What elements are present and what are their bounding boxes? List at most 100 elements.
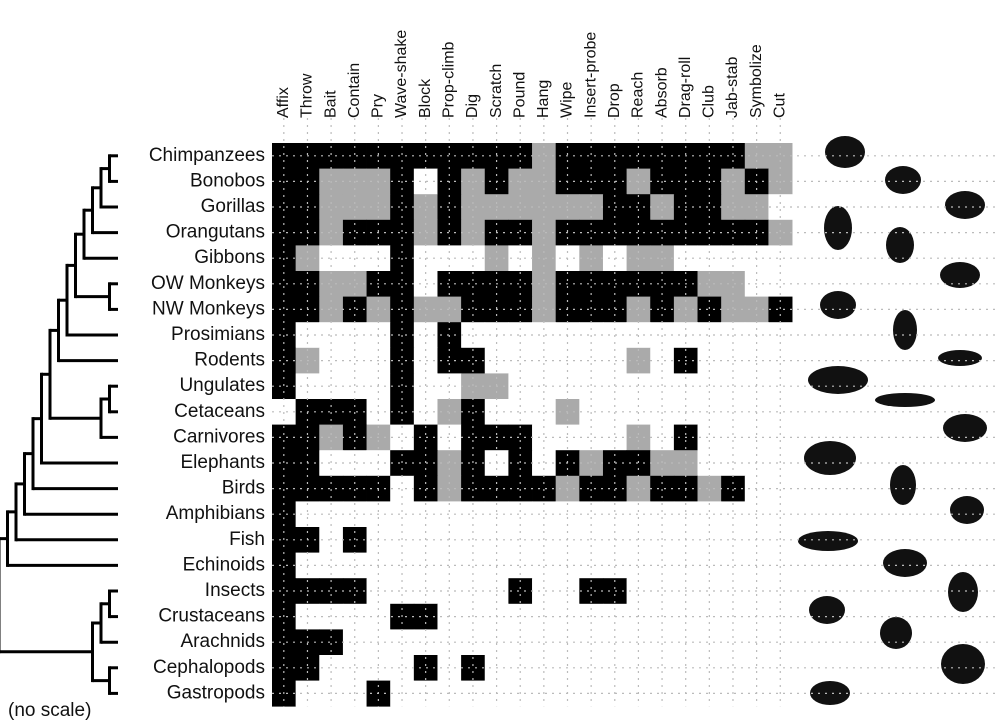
cell (342, 578, 367, 605)
cell (272, 578, 297, 605)
row-label: Bonobos (190, 170, 265, 191)
cell (319, 271, 344, 297)
silhouette (809, 596, 845, 624)
cell (390, 424, 415, 451)
cell (508, 194, 533, 221)
row-label: Ungulates (179, 375, 265, 396)
silhouette (808, 366, 868, 394)
cell (650, 578, 675, 605)
silhouette (880, 617, 912, 649)
silhouette (810, 681, 850, 705)
row-label: Gibbons (194, 247, 265, 268)
row-label: Echinoids (183, 554, 265, 575)
cell (342, 501, 367, 528)
cell (650, 655, 675, 681)
cell (508, 347, 533, 374)
cell (650, 271, 675, 297)
silhouette (950, 496, 984, 524)
column-label: Affix (275, 87, 292, 118)
cell (508, 655, 533, 681)
row-label: Gorillas (201, 196, 265, 217)
row-label: NW Monkeys (152, 298, 265, 319)
silhouette (883, 549, 927, 577)
cladogram (0, 154, 118, 695)
silhouette (890, 465, 916, 505)
silhouette (886, 227, 914, 263)
silhouette (941, 644, 985, 684)
row-label: Crustaceans (158, 606, 265, 627)
cell (768, 271, 793, 297)
cell (461, 424, 486, 451)
cell (390, 271, 415, 297)
silhouette (804, 441, 856, 475)
cell (697, 655, 722, 681)
cell (390, 347, 415, 374)
cell (461, 578, 486, 605)
cell (319, 347, 344, 374)
cell (697, 271, 722, 297)
column-label: Wave-shake (393, 30, 410, 118)
column-label: Contain (346, 63, 363, 118)
row-label: Elephants (180, 452, 265, 473)
silhouette (940, 262, 980, 288)
silhouette (824, 206, 852, 250)
row-label: Gastropods (167, 682, 265, 703)
row-label: OW Monkeys (151, 273, 265, 294)
cell (768, 501, 793, 528)
column-label: Reach (630, 72, 647, 118)
cell (319, 501, 344, 528)
cell (319, 655, 344, 681)
cell (697, 578, 722, 605)
cell (579, 347, 604, 374)
column-label: Dig (464, 94, 481, 118)
cell (319, 194, 344, 221)
silhouettes (798, 136, 987, 705)
cell (272, 194, 297, 221)
column-label: Block (417, 78, 434, 118)
cell (461, 655, 486, 681)
silhouette (825, 136, 865, 168)
column-label: Cut (771, 93, 788, 118)
column-label: Absorb (653, 67, 670, 118)
cell (650, 424, 675, 451)
cell (650, 194, 675, 221)
cell (319, 424, 344, 451)
note: (no scale) (8, 700, 91, 721)
column-label: Bait (322, 90, 339, 118)
row-label: Cephalopods (153, 657, 265, 678)
cell (390, 194, 415, 221)
silhouette (893, 310, 917, 350)
column-label: Symbolize (748, 44, 765, 118)
cell (697, 424, 722, 451)
cell (579, 194, 604, 221)
cell (768, 655, 793, 681)
cell (342, 194, 367, 221)
silhouette (798, 531, 858, 551)
column-label: Pound (511, 72, 528, 118)
silhouette (943, 414, 987, 442)
row-label: Orangutans (166, 222, 265, 243)
column-label: Insert-probe (582, 32, 599, 118)
silhouette (945, 191, 985, 219)
row-label: Carnivores (173, 426, 265, 447)
cell (697, 501, 722, 528)
silhouette (820, 291, 856, 319)
cell (579, 501, 604, 528)
cell (342, 424, 367, 451)
cell (461, 501, 486, 528)
cell (461, 271, 486, 297)
cell (342, 347, 367, 374)
cell (768, 578, 793, 605)
row-label: Chimpanzees (149, 145, 265, 166)
column-label: Hang (535, 80, 552, 118)
cell (508, 578, 533, 605)
cell (390, 578, 415, 605)
cell (272, 424, 297, 451)
column-label: Club (701, 85, 718, 118)
cell (697, 194, 722, 221)
cell (272, 501, 297, 528)
cell (768, 424, 793, 451)
row-label: Fish (229, 529, 265, 550)
row-label: Birds (222, 478, 265, 499)
cell (390, 655, 415, 681)
